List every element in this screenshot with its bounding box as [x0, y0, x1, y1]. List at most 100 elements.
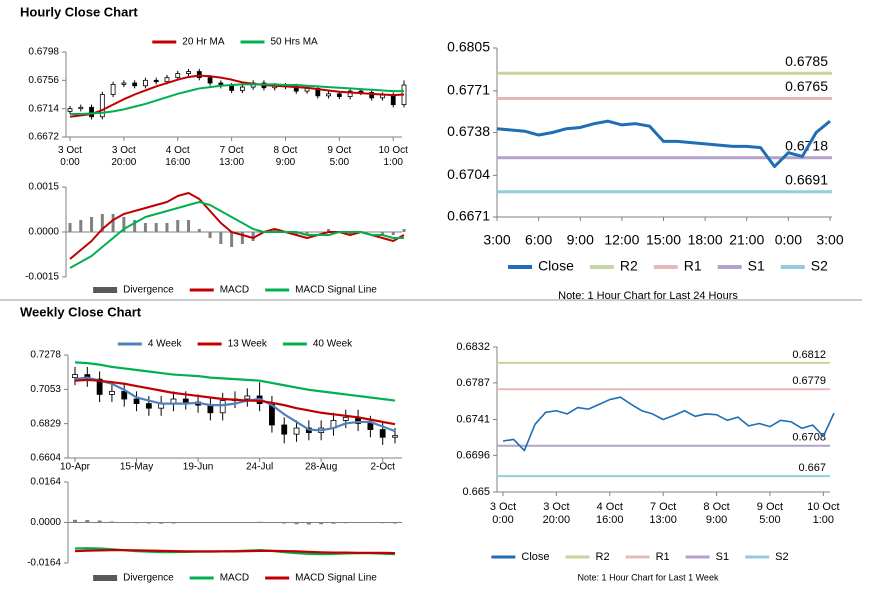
y-tick-label: 0.6798 [28, 47, 59, 58]
x-tick-label: 4 Oct 16:00 [596, 501, 624, 526]
section-heading: Weekly Close Chart [20, 304, 142, 319]
x-tick-label: 3:00 [483, 232, 510, 248]
x-tick-label: 3 Oct 0:00 [58, 145, 82, 168]
y-tick-label: 0.665 [462, 486, 490, 498]
x-tick-label: 3:00 [816, 232, 843, 248]
divergence-bar [305, 232, 309, 235]
y-tick-label: -0.0164 [27, 558, 61, 569]
divergence-bar [208, 522, 213, 523]
divergence-bar [380, 232, 384, 235]
y-tick-label: 0.0015 [28, 182, 59, 193]
candle-body [110, 83, 116, 95]
close-line [496, 119, 831, 169]
legend-label: R1 [656, 551, 670, 563]
candle-body [369, 92, 375, 99]
level-label: 0.667 [798, 462, 826, 474]
legend-label: R1 [684, 258, 702, 274]
legend-swatch [93, 287, 118, 293]
candle-body [347, 90, 353, 97]
y-tick-label: 0.6604 [30, 453, 61, 464]
x-tick-label: 19-Jun [183, 462, 214, 473]
y-tick-label: 0.6672 [28, 132, 59, 143]
candle-body [89, 106, 94, 118]
legend-label: Close [538, 258, 574, 274]
x-tick-label: 0:00 [775, 232, 802, 248]
divergence-bar [245, 522, 250, 523]
candle-body [244, 395, 251, 400]
candle-body [99, 94, 105, 118]
divergence-bar [233, 522, 237, 523]
y-tick-label: 0.7053 [30, 384, 61, 395]
chart-note: Note: 1 Hour Chart for Last 1 Week [578, 572, 719, 582]
legend-label: S1 [748, 258, 765, 274]
x-tick-label: 7 Oct 13:00 [649, 501, 677, 526]
candle-body [96, 378, 103, 395]
divergence-bar [183, 522, 188, 523]
y-tick-label: 0.6704 [447, 166, 490, 182]
divergence-bar [134, 522, 139, 524]
level-label: 0.6765 [785, 78, 828, 94]
legend-label: 13 Week [228, 339, 268, 350]
legend-label: 4 Week [148, 339, 183, 350]
x-tick-label: 4 Oct 16:00 [165, 145, 190, 168]
candle-body [207, 404, 214, 414]
candle-body [143, 79, 148, 87]
candle-body [133, 398, 140, 404]
candle-body [367, 423, 374, 430]
candle-body [186, 71, 191, 74]
divergence-bar [327, 229, 331, 232]
y-tick-label: -0.0015 [25, 272, 59, 283]
level-label: 0.6691 [785, 171, 828, 187]
x-tick-label: 9 Oct 5:00 [327, 145, 351, 168]
legend-label: MACD Signal Line [295, 573, 377, 584]
y-tick-label: 0.0000 [28, 227, 59, 238]
macd-line [69, 201, 404, 269]
legend-label: Divergence [123, 573, 174, 584]
divergence-bar [68, 223, 72, 232]
legend-label: S2 [775, 551, 788, 563]
legend-label: R2 [620, 258, 638, 274]
divergence-bar [380, 522, 385, 524]
y-tick-label: 0.7278 [30, 350, 61, 361]
candle-body [390, 94, 396, 106]
divergence-bar [97, 520, 102, 523]
candle-body [175, 73, 181, 79]
y-tick-label: 0.6741 [456, 413, 490, 425]
legend-label: Divergence [123, 285, 174, 296]
divergence-bar [165, 223, 169, 232]
divergence-bar [319, 522, 324, 525]
candle-body [219, 400, 226, 414]
legend-label: 20 Hr MA [182, 37, 225, 48]
level-label: 0.6708 [792, 432, 826, 444]
divergence-bar [273, 229, 277, 232]
chart-note: Note: 1 Hour Chart for Last 24 Hours [558, 290, 738, 302]
legend-label: Close [521, 551, 549, 563]
legend-label: S2 [811, 258, 828, 274]
x-tick-label: 7 Oct 13:00 [219, 145, 244, 168]
moving-average-line [70, 83, 404, 116]
divergence-bar [133, 220, 137, 232]
y-tick-label: 0.6696 [456, 449, 490, 461]
divergence-bar [269, 522, 274, 523]
candle-body [72, 374, 78, 379]
level-label: 0.6779 [792, 375, 826, 387]
legend-label: MACD Signal Line [295, 285, 377, 296]
legend-label: S1 [716, 551, 729, 563]
macd-line [74, 549, 396, 555]
candle-body [78, 106, 84, 110]
divergence-bar [356, 522, 361, 523]
y-tick-label: 0.6829 [30, 418, 61, 429]
y-tick-label: 0.6671 [447, 208, 490, 224]
candle-body [326, 93, 331, 97]
level-label: 0.6812 [792, 349, 826, 361]
moving-average-line [74, 376, 396, 433]
x-tick-label: 10-Apr [60, 462, 91, 473]
candle-body [153, 79, 159, 83]
candle-body [196, 71, 202, 79]
divergence-bar [109, 521, 114, 523]
candle-body [207, 77, 213, 84]
divergence-bar [316, 232, 320, 233]
y-tick-label: 0.6756 [28, 75, 59, 86]
x-tick-label: 9:00 [567, 232, 594, 248]
divergence-bar [391, 232, 395, 235]
